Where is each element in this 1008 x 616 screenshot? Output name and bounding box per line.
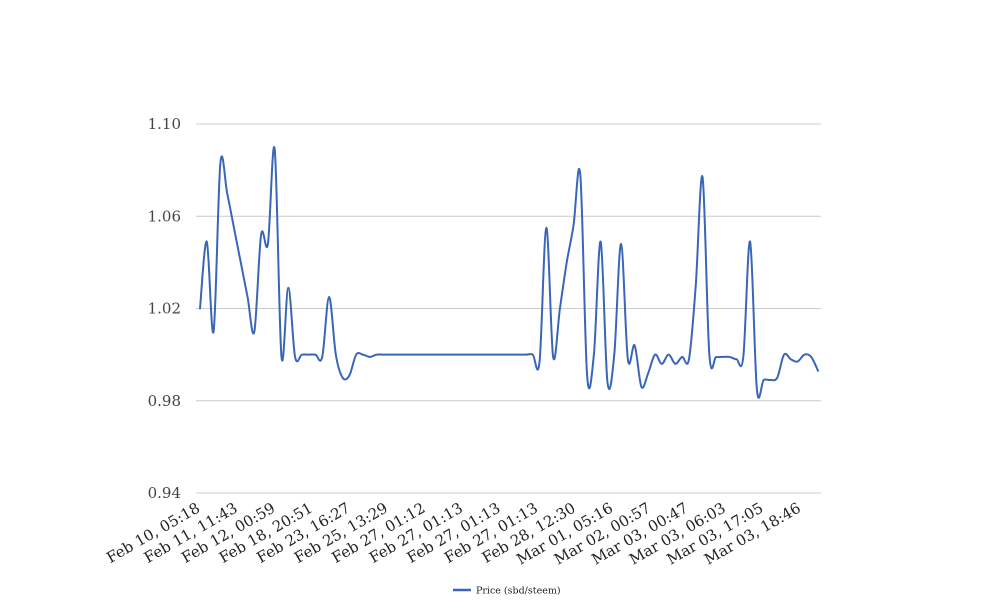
y-tick-label: 1.02 — [148, 300, 181, 318]
y-tick-label: 0.98 — [148, 392, 181, 410]
y-tick-label: 0.94 — [148, 484, 181, 502]
y-tick-label: 1.10 — [148, 115, 181, 133]
legend-label: Price (sbd/steem) — [476, 586, 561, 597]
series-line-price[interactable] — [199, 146, 819, 399]
y-tick-label: 1.06 — [148, 207, 181, 225]
legend[interactable]: Price (sbd/steem) — [453, 586, 561, 597]
series-layer — [199, 146, 819, 399]
y-axis-ticks: 0.94 0.98 1.02 1.06 1.10 — [148, 115, 181, 502]
gridlines — [196, 123, 821, 494]
